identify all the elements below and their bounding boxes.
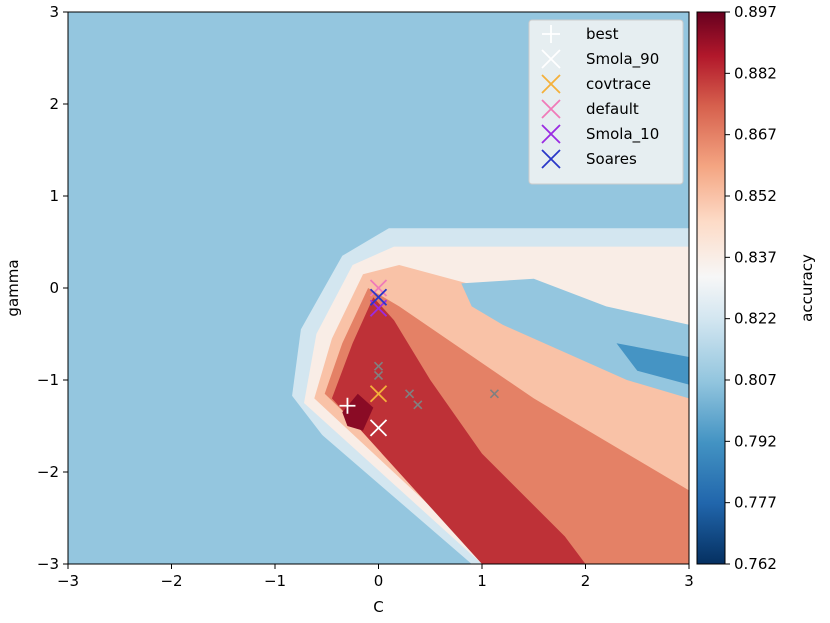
- marker-best: [339, 397, 356, 414]
- colorbar-tick-label: 0.882: [734, 64, 777, 82]
- colorbar-tick-label: 0.867: [734, 126, 777, 144]
- colorbar-tick-label: 0.807: [734, 371, 777, 389]
- y-tick-label: 2: [49, 95, 59, 113]
- legend-marker-covtrace: [541, 74, 561, 94]
- legend-label-best: best: [586, 25, 619, 43]
- colorbar-tick-label: 0.852: [734, 187, 777, 205]
- colorbar-tick-label: 0.777: [734, 494, 777, 512]
- marker-smola-90: [369, 419, 388, 437]
- y-tick-label: 0: [49, 279, 59, 297]
- legend-marker-best: [542, 25, 560, 43]
- x-tick-label: 0: [374, 572, 384, 590]
- legend-label-default: default: [586, 100, 639, 118]
- y-axis-label: gamma: [4, 259, 22, 316]
- x-tick-label: 1: [477, 572, 487, 590]
- y-tick-label: −3: [37, 555, 59, 573]
- blue-stripe-lower: [285, 393, 462, 564]
- band-0882: [331, 297, 586, 564]
- legend-label-smola-90: Smola_90: [586, 50, 659, 69]
- y-tick-label: 3: [49, 3, 59, 21]
- x-tick-label: −1: [264, 572, 286, 590]
- y-axis: −3 −2 −1 0 1 2 3: [37, 3, 68, 573]
- x-tick-label: 2: [581, 572, 591, 590]
- colorbar-tick-label: 0.822: [734, 310, 777, 328]
- blue-patch-deep: [616, 343, 689, 385]
- y-tick-label: 1: [49, 187, 59, 205]
- contour-bands: [285, 228, 689, 564]
- marker-default: [369, 279, 388, 297]
- x-tick-label: 3: [684, 572, 694, 590]
- y-tick-label: −1: [37, 371, 59, 389]
- small-marker: [413, 400, 423, 410]
- colorbar-label: accuracy: [798, 254, 816, 322]
- small-marker: [373, 361, 384, 371]
- small-marker: [373, 370, 384, 380]
- legend-label-soares: Soares: [586, 150, 637, 168]
- legend-label-smola-10: Smola_10: [586, 125, 659, 144]
- colorbar-gradient: [696, 11, 726, 565]
- legend-marker-smola-90: [541, 49, 561, 69]
- colorbar-tick-label: 0.897: [734, 3, 777, 21]
- x-tick-label: −3: [57, 572, 79, 590]
- y-tick-label: −2: [37, 463, 59, 481]
- x-tick-label: −2: [160, 572, 182, 590]
- legend-marker-smola-10: [541, 124, 561, 144]
- series-markers: [339, 279, 388, 437]
- legend: best Smola_90 covtrace default Smola_10 Soare…: [528, 19, 684, 185]
- colorbar-tick-label: 0.837: [734, 248, 777, 266]
- small-marker: [489, 389, 499, 399]
- small-markers: [373, 361, 499, 410]
- colorbar-tick-label: 0.762: [734, 555, 777, 573]
- colorbar-tick-label: 0.792: [734, 432, 777, 450]
- legend-box: [528, 19, 684, 185]
- x-axis: −3 −2 −1 0 1 2 3: [57, 564, 694, 590]
- legend-label-covtrace: covtrace: [586, 75, 651, 93]
- legend-marker-soares: [541, 149, 561, 169]
- colorbar: 0.762 0.777 0.792 0.807 0.822 0.837 0.852 0.867…: [696, 3, 816, 573]
- marker-soares: [369, 288, 388, 306]
- marker-covtrace: [369, 385, 388, 403]
- legend-marker-default: [541, 99, 561, 119]
- x-axis-label: C: [373, 598, 383, 616]
- band-0892: [342, 393, 374, 431]
- small-marker: [404, 389, 415, 399]
- blue-patch-upper: [461, 278, 689, 399]
